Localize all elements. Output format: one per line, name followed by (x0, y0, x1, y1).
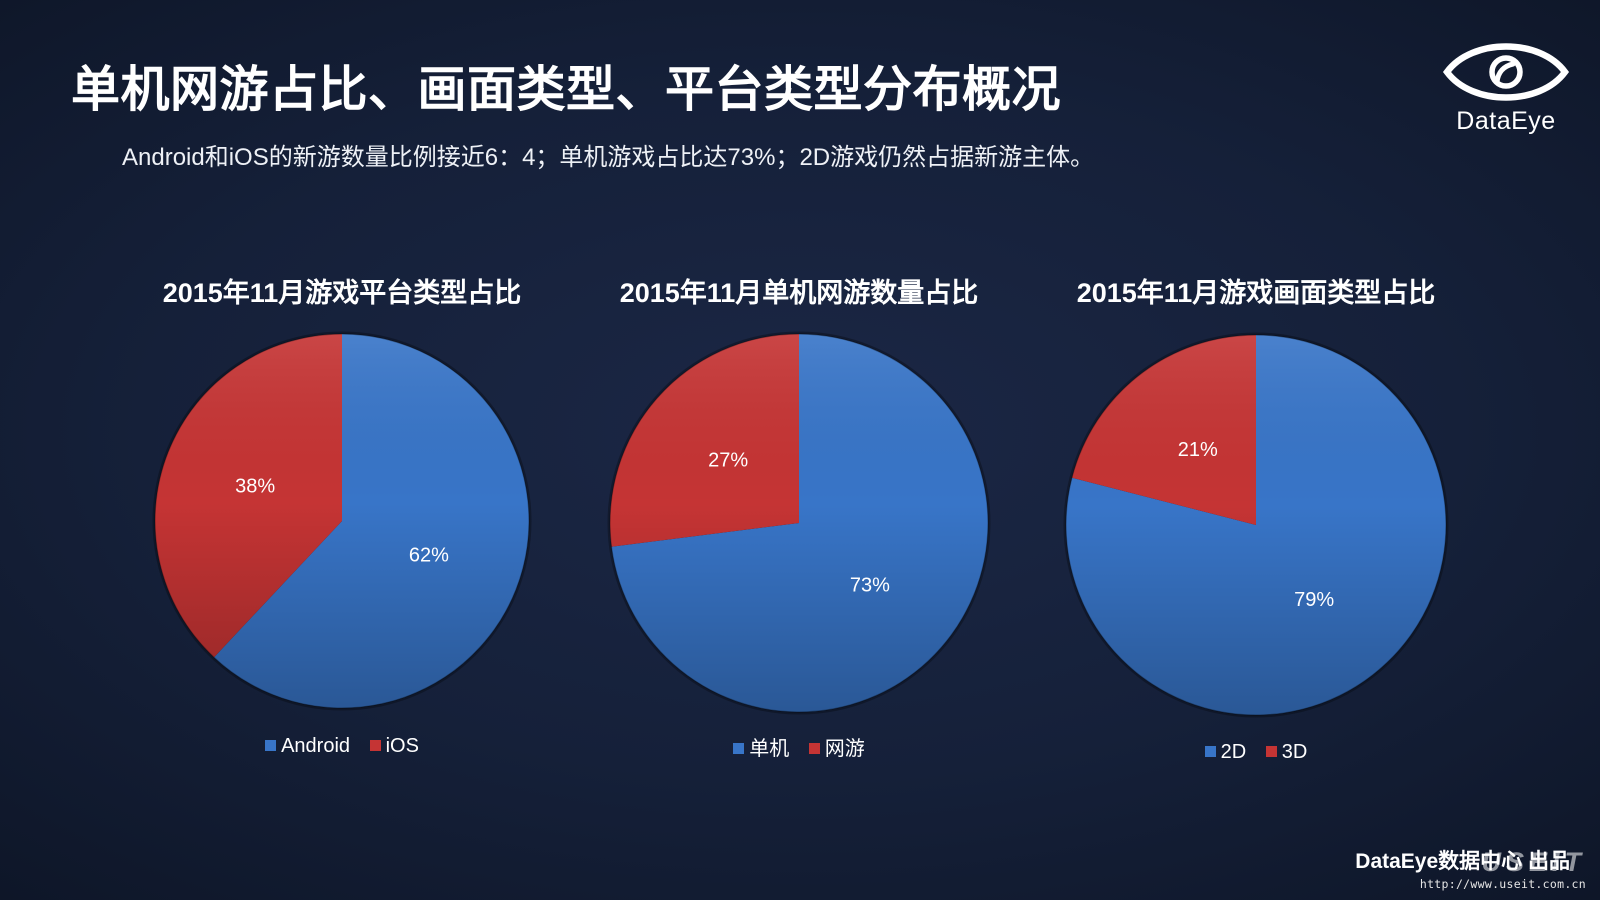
chart-platform-type: 2015年11月游戏平台类型占比 62% 38% Android iOS (112, 0, 572, 900)
page-title: 单机网游占比、画面类型、平台类型分布概况 (71, 63, 1062, 117)
legend-swatch-online (808, 743, 820, 754)
data-label-ios: 38% (235, 476, 275, 498)
eye-outline (1442, 43, 1570, 101)
legend-label: Android (281, 734, 351, 757)
data-label-single-player: 73% (850, 575, 890, 597)
legend-label: iOS (385, 734, 419, 757)
legend-swatch-2d (1204, 746, 1216, 757)
eye-pupil (1494, 61, 1516, 85)
data-label-online: 27% (708, 450, 748, 472)
legend-label: 2D (1220, 740, 1247, 763)
chart-legend: Android iOS (112, 732, 572, 759)
footer-credit: DataEye数据中心 出品 (1355, 850, 1570, 873)
legend-swatch-3d (1265, 746, 1277, 757)
chart-graphics-type: 2015年11月游戏画面类型占比 79% 21% 2D 3D (1026, 0, 1486, 900)
chart-legend: 2D 3D (1026, 738, 1486, 765)
page-subtitle: Android和iOS的新游数量比例接近6：4；单机游戏占比达73%；2D游戏仍… (122, 144, 1095, 171)
pie-chart-game-mode: 73% 27% (607, 331, 991, 715)
legend-label: 单机 (749, 737, 790, 760)
chart-title: 2015年11月单机网游数量占比 (619, 278, 979, 308)
legend-item-3d: 3D (1265, 739, 1308, 765)
pie-chart-graphics: 79% 21% (1063, 332, 1449, 718)
chart-legend: 单机 网游 (569, 735, 1029, 762)
dataeye-eye-icon (1442, 43, 1570, 101)
data-label-2d: 79% (1294, 589, 1334, 611)
pie-shading (154, 333, 530, 709)
legend-item-online: 网游 (808, 736, 865, 762)
legend-swatch-android (265, 740, 277, 751)
pie-shading (609, 333, 989, 713)
dataeye-logo: DataEye (1438, 40, 1574, 140)
watermark-url: http://www.useit.com.cn (1419, 877, 1586, 891)
eye-iris (1489, 55, 1523, 89)
watermark: USEIT (1481, 847, 1586, 877)
data-label-android: 62% (409, 544, 449, 566)
data-label-3d: 21% (1178, 439, 1218, 461)
chart-single-vs-online: 2015年11月单机网游数量占比 73% 27% 单机 网游 (569, 0, 1029, 900)
legend-label: 3D (1281, 740, 1308, 763)
legend-swatch-ios (369, 740, 381, 751)
legend-label: 网游 (824, 737, 865, 760)
legend-item-single-player: 单机 (733, 736, 789, 762)
logo-text: DataEye (1456, 107, 1556, 135)
chart-title: 2015年11月游戏画面类型占比 (1076, 278, 1436, 308)
chart-title: 2015年11月游戏平台类型占比 (162, 278, 522, 308)
legend-item-2d: 2D (1204, 739, 1247, 765)
legend-item-android: Android (265, 733, 350, 759)
pie-chart-platform: 62% 38% (152, 331, 532, 711)
legend-item-ios: iOS (369, 733, 419, 759)
legend-swatch-single-player (733, 743, 745, 754)
pie-shading (1065, 334, 1447, 716)
